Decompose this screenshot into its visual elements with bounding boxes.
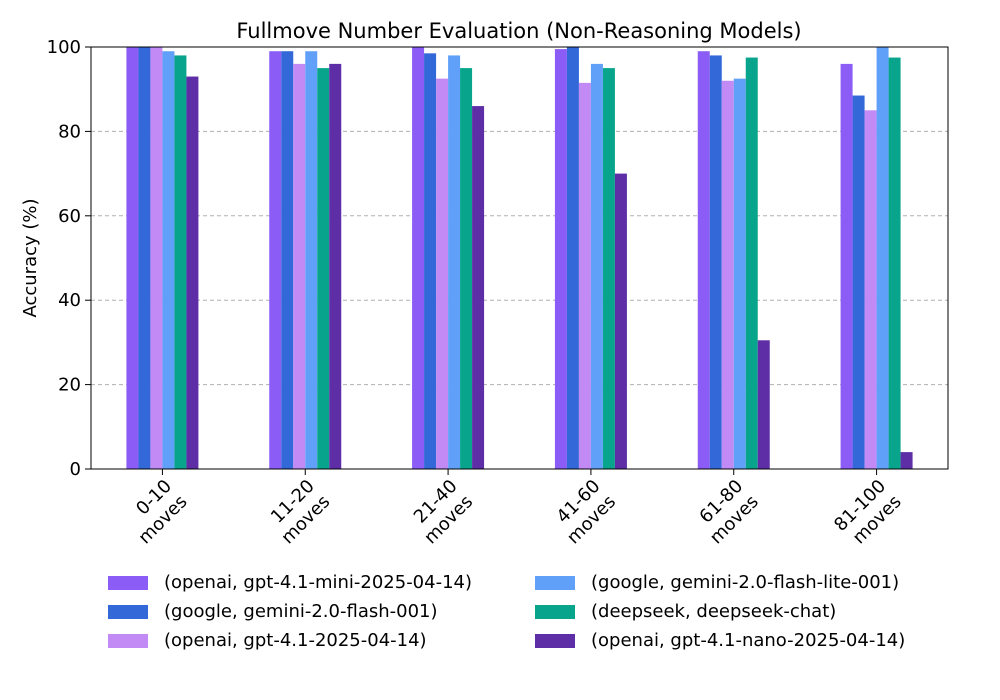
legend-label: (google, gemini-2.0-flash-001) [164,601,438,622]
y-tick-label: 40 [58,290,81,311]
bar [329,63,342,469]
bar [578,82,591,470]
x-tick-label: 0-10moves [119,476,192,549]
bar [745,57,758,470]
legend-label: (openai, gpt-4.1-mini-2025-04-14) [164,572,473,593]
plot-frame [90,46,949,470]
bar [293,63,306,469]
bar [269,51,282,469]
bar [126,47,139,469]
bar [138,47,151,469]
legend: (openai, gpt-4.1-mini-2025-04-14) (google… [108,568,968,658]
bar [590,63,603,469]
legend-swatch [535,604,575,619]
legend-label: (openai, gpt-4.1-nano-2025-04-14) [591,630,906,651]
legend-item: (deepseek, deepseek-chat) [535,597,836,626]
y-axis-label: Accuracy (%) [20,198,41,317]
bar [281,51,294,469]
bar [697,51,710,469]
chart-title: Fullmove Number Evaluation (Non-Reasonin… [236,19,801,43]
bar [840,63,853,469]
legend-swatch [535,575,575,590]
bar [412,47,425,469]
legend-item: (google, gemini-2.0-flash-lite-001) [535,568,899,597]
bar [317,68,330,469]
legend-item: (openai, gpt-4.1-nano-2025-04-14) [535,626,905,655]
legend-item: (google, gemini-2.0-flash-001) [108,597,438,626]
bar [566,47,579,469]
legend-item: (openai, gpt-4.1-mini-2025-04-14) [108,568,472,597]
bar [757,340,770,469]
legend-swatch [108,633,148,648]
bar [852,95,865,469]
x-tick-label: 41-60moves [547,476,620,549]
bar [888,57,901,470]
bar [864,110,877,470]
x-tick-label: 21-40moves [405,476,478,549]
y-tick-label: 100 [47,37,81,58]
y-tick-label: 80 [58,121,81,142]
bar [436,78,449,470]
y-axis: 0 20 40 60 80 100 [47,37,91,480]
bar [150,47,163,469]
legend-item: (openai, gpt-4.1-2025-04-14) [108,626,427,655]
bar [721,80,734,469]
y-tick-label: 20 [58,375,81,396]
legend-swatch [108,604,148,619]
y-tick-label: 0 [70,459,81,480]
legend-label: (deepseek, deepseek-chat) [591,601,837,622]
bars [126,47,913,470]
legend-label: (openai, gpt-4.1-2025-04-14) [164,630,427,651]
legend-swatch [108,575,148,590]
grid-lines [91,130,948,386]
bar [174,55,187,469]
bar [709,55,722,469]
bar [460,68,473,469]
bar [900,452,913,469]
x-tick-label: 11-20moves [262,476,335,549]
x-tick-label: 81-100moves [830,476,905,551]
bar [424,53,437,470]
bar [602,68,615,469]
x-axis: 0-10moves 11-20moves 21-40moves 41-60moves 6… [119,469,906,551]
bar [614,173,627,469]
x-tick-label: 61-80moves [690,476,763,549]
bar [186,76,199,469]
bar [876,47,889,469]
legend-swatch [535,633,575,648]
y-tick-label: 60 [58,206,81,227]
bar [305,51,318,469]
bar [162,51,175,469]
bar [472,106,485,469]
bar [733,78,746,470]
legend-label: (google, gemini-2.0-flash-lite-001) [591,572,900,593]
bar [448,55,461,469]
bar [554,49,567,470]
